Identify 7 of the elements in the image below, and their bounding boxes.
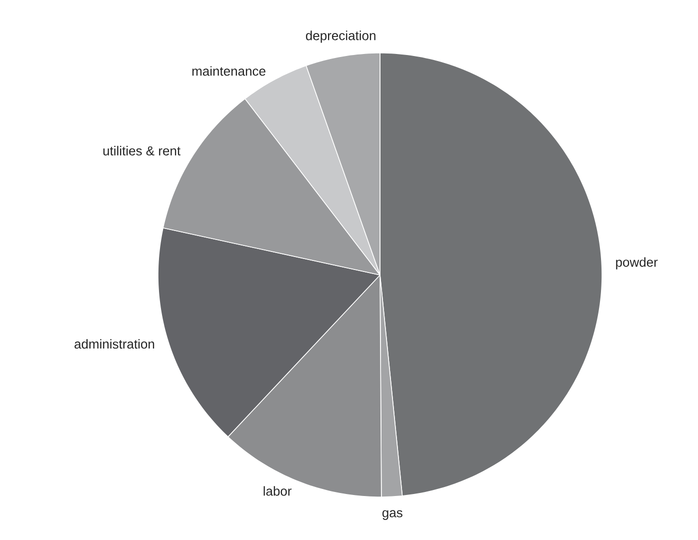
slice-label: depreciation: [306, 30, 376, 43]
slice-label: utilities & rent: [103, 146, 180, 156]
slice-label: labor: [264, 486, 292, 496]
slice-label: gas: [382, 510, 402, 520]
slice-label: powder: [616, 257, 658, 270]
slice-label: administration: [74, 339, 154, 349]
slice-label: maintenance: [192, 66, 266, 76]
